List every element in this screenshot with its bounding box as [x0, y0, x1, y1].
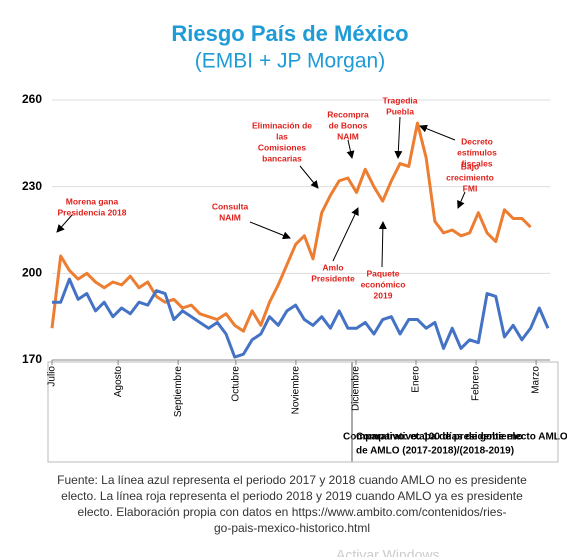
annotation: Presidente: [311, 273, 355, 283]
x-tick-label: Agosto: [113, 366, 124, 398]
line-series: [50, 121, 532, 333]
annotation-arrow: [332, 207, 359, 262]
annotation: Tragedia: [383, 95, 418, 105]
annotation-arrow: [419, 124, 456, 141]
annotation-arrow: [56, 214, 73, 233]
annotation: 2019: [374, 290, 393, 300]
annotation: Bajo: [461, 161, 479, 171]
y-tick-label: 230: [22, 179, 42, 193]
annotation: bancarias: [262, 153, 302, 163]
annotation: Amlo: [322, 262, 343, 272]
annotation-arrow: [346, 139, 355, 159]
footnote: go-pais-mexico-historico.html: [214, 521, 370, 535]
x-tick-label: Octubre: [231, 366, 242, 402]
x-tick-label: Diciembre: [351, 366, 362, 411]
comparison-left: Comparativo: etapa de presidente electo …: [343, 432, 567, 443]
x-tick-label: Noviembre: [291, 366, 302, 415]
comparison-right: Comparativo: 100 días de gobierno: [356, 432, 523, 443]
annotation: Recompra: [327, 109, 369, 119]
annotation: Morena gana: [66, 196, 119, 206]
footnote: Fuente: La línea azul representa el peri…: [57, 473, 527, 487]
comparison-box: [47, 361, 559, 463]
annotation: de Bonos: [329, 120, 368, 130]
x-tick-label: Septiembre: [173, 366, 184, 418]
x-tick-label: Marzo: [531, 366, 542, 394]
annotation-arrow: [378, 221, 387, 268]
footnote: electo. Elaboración propia con datos en …: [78, 505, 507, 519]
annotation: estímulos: [457, 147, 497, 157]
chart-title: Riesgo País de México: [171, 21, 408, 46]
annotation: Eliminación de: [252, 120, 312, 130]
annotation-arrow: [394, 116, 403, 159]
annotation: Presidencia 2018: [58, 207, 127, 217]
annotation: NAIM: [337, 131, 359, 141]
x-tick-label: Julio: [47, 366, 58, 387]
annotation: las: [276, 131, 288, 141]
x-tick-label: Febrero: [471, 366, 482, 401]
annotation: Decreto: [461, 136, 493, 146]
annotation-arrow: [457, 191, 466, 209]
x-tick-label: Enero: [411, 366, 422, 393]
y-tick-label: 170: [22, 352, 42, 366]
y-tick-label: 260: [22, 92, 42, 106]
annotation: crecimiento: [446, 172, 494, 182]
annotation: NAIM: [219, 212, 241, 222]
annotation: Consulta: [212, 201, 249, 211]
annotation: Paquete: [366, 268, 399, 278]
annotation-arrow: [249, 221, 291, 240]
annotation: Comisiones: [258, 142, 306, 152]
footnote: electo. La línea roja representa el peri…: [61, 489, 523, 503]
annotation: FMI: [463, 183, 478, 193]
annotation: económico: [361, 279, 406, 289]
annotation: Puebla: [386, 106, 414, 116]
annotation: fiscales: [461, 158, 492, 168]
line-series: [52, 277, 550, 359]
watermark: Activar Windows: [336, 547, 439, 557]
annotation-arrow: [299, 165, 319, 189]
y-tick-label: 200: [22, 266, 42, 280]
chart-subtitle: (EMBI + JP Morgan): [195, 50, 385, 73]
comparison-right: de AMLO (2017-2018)/(2018-2019): [356, 446, 514, 457]
